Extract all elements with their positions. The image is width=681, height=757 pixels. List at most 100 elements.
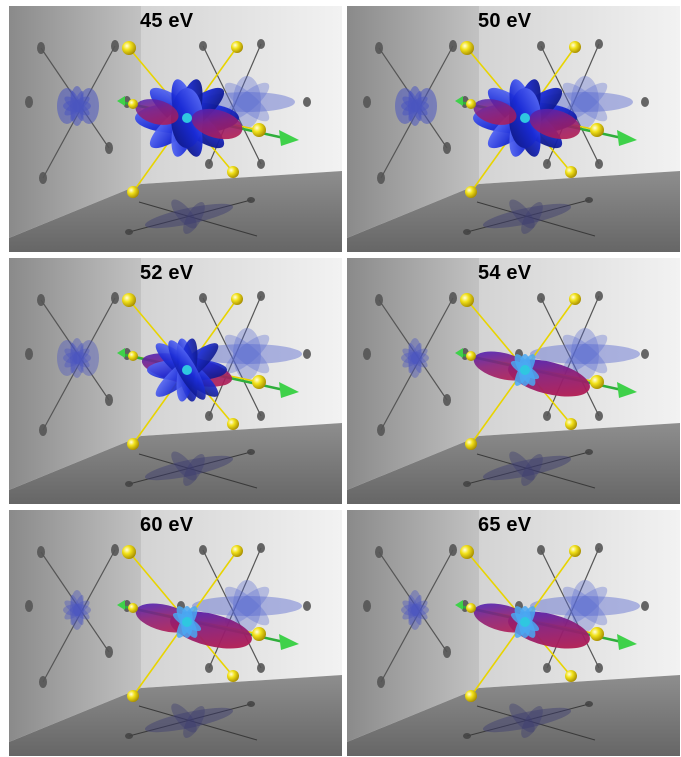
yellow-sphere: [231, 545, 243, 557]
lobe-shadow: [233, 76, 261, 128]
left-wall-projection: [378, 297, 454, 431]
detector-spheres: [460, 545, 604, 702]
yellow-sphere: [231, 41, 243, 53]
lobe-shadow: [571, 580, 599, 632]
yellow-sphere: [128, 99, 138, 109]
angular-distribution: [473, 603, 590, 649]
projected-point: [37, 42, 45, 54]
yellow-sphere: [569, 545, 581, 557]
projected-point: [199, 545, 207, 555]
yellow-sphere: [227, 670, 239, 682]
yellow-sphere: [465, 186, 477, 198]
projected-point: [449, 544, 457, 556]
yellow-sphere: [122, 293, 136, 307]
projected-point: [247, 701, 255, 707]
left-wall-lobe-shadow: [395, 86, 437, 126]
projected-point: [463, 481, 471, 487]
yellow-sphere: [227, 418, 239, 430]
projected-point: [125, 481, 133, 487]
lobe-shadow: [171, 703, 197, 733]
scene-panel: 45 eV: [9, 6, 342, 252]
detector-spheres: [460, 293, 604, 450]
lobe-shadow: [70, 338, 84, 378]
lobe-shadow: [171, 199, 197, 229]
yellow-sphere: [460, 41, 474, 55]
yellow-sphere: [252, 627, 266, 641]
lobe-shadow: [402, 348, 428, 368]
lobe-shadow: [562, 334, 608, 374]
projected-point: [375, 42, 383, 54]
projected-point: [199, 293, 207, 303]
back-wall-projection: [202, 295, 262, 417]
lobe: [529, 108, 581, 140]
lobe-shadow: [562, 334, 608, 374]
projected-point: [37, 546, 45, 558]
projected-point: [39, 676, 47, 688]
lobe-shadow: [530, 596, 640, 616]
projected-point: [257, 543, 265, 553]
left-wall-lobe-shadow: [63, 590, 91, 630]
projected-point: [105, 142, 113, 154]
yellow-sphere: [127, 186, 139, 198]
projected-point: [377, 676, 385, 688]
yellow-sphere: [466, 603, 476, 613]
yellow-sphere: [122, 545, 136, 559]
lobe-shadow: [183, 706, 205, 738]
projected-point: [111, 544, 119, 556]
projected-point: [363, 600, 371, 612]
floor-lobe-shadow: [482, 451, 572, 486]
projected-point: [443, 394, 451, 406]
lobe-shadow: [402, 348, 428, 368]
lobe-shadow: [408, 342, 422, 374]
yellow-sphere: [565, 418, 577, 430]
floor-lobe-shadow: [144, 451, 234, 486]
projected-point: [375, 546, 383, 558]
lobe-shadow: [408, 594, 422, 626]
lobe-shadow: [562, 586, 608, 626]
yellow-sphere: [466, 351, 476, 361]
back-wall-projection: [540, 547, 600, 669]
projected-point: [641, 601, 649, 611]
floor-shadow: [128, 451, 258, 489]
lobe-shadow: [562, 82, 608, 122]
scene-panel: 65 eV: [347, 510, 680, 756]
scene-render: [9, 6, 342, 252]
lobe-shadow: [408, 594, 422, 626]
detector-spheres: [122, 293, 266, 450]
lobe-shadow: [571, 328, 599, 380]
projected-point: [377, 172, 385, 184]
floor: [347, 171, 680, 252]
yellow-sphere: [590, 375, 604, 389]
lobe-shadow: [521, 706, 543, 738]
lobe-shadow: [57, 88, 77, 124]
angular-distribution: [473, 79, 581, 157]
yellow-sphere: [252, 375, 266, 389]
lobe-shadow: [183, 202, 205, 234]
lobe-shadow: [64, 600, 90, 620]
lobe-shadow: [571, 76, 599, 128]
floor: [347, 675, 680, 756]
projected-point: [39, 172, 47, 184]
scene-panel: 50 eV: [347, 6, 680, 252]
yellow-sphere: [466, 99, 476, 109]
projected-point: [449, 40, 457, 52]
projected-point: [585, 701, 593, 707]
projected-point: [205, 663, 213, 673]
projected-point: [595, 159, 603, 169]
left-wall-projection: [378, 549, 454, 683]
scene-panel: 60 eV: [9, 510, 342, 756]
angular-distribution: [135, 79, 243, 157]
lobe-shadow: [224, 586, 270, 626]
lobe-shadow: [408, 338, 422, 378]
energy-label: 52 eV: [140, 262, 194, 284]
lobe: [473, 99, 517, 125]
lobe-shadow: [401, 604, 429, 616]
yellow-sphere: [465, 690, 477, 702]
back-wall-lobe-shadow: [530, 580, 640, 632]
projected-point: [105, 646, 113, 658]
yellow-sphere: [590, 627, 604, 641]
left-wall-lobe-shadow: [401, 590, 429, 630]
projected-point: [39, 424, 47, 436]
left-wall-projection: [40, 297, 116, 431]
projected-point: [543, 411, 551, 421]
